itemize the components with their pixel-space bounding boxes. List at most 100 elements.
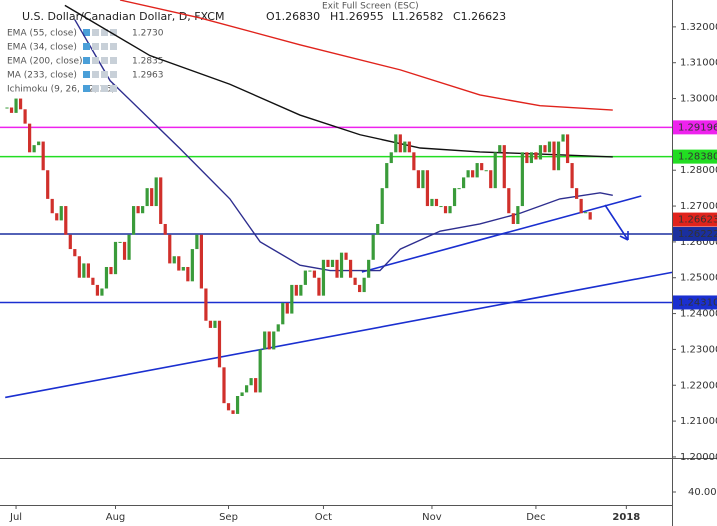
trendline (5, 271, 673, 399)
candle-body (471, 170, 475, 178)
candle-body (100, 288, 104, 296)
legend-icon (83, 71, 90, 78)
legend-label: EMA (200, close) (7, 57, 83, 67)
level-label-bg (673, 295, 717, 310)
candle-body (258, 349, 262, 393)
candle-body (552, 141, 556, 171)
candle-body (448, 206, 452, 214)
candle-body (520, 152, 524, 207)
candle-body (281, 302, 285, 325)
y-tick-label: 1.32000 (680, 22, 717, 33)
legend-icon (110, 29, 117, 36)
legend-value: 1.2730 (132, 29, 164, 39)
arrow (604, 204, 629, 241)
candle-body (154, 177, 158, 207)
candle-body (348, 259, 353, 278)
candle-body (425, 170, 430, 207)
x-tick-label: Nov (422, 512, 442, 523)
candle-body (588, 212, 592, 220)
level-label: 1.24310 (678, 297, 717, 308)
candle-body (480, 163, 484, 171)
candle-body (353, 277, 357, 285)
x-tick-label: 2018 (612, 512, 640, 523)
x-tick-label: Jul (9, 512, 22, 523)
y-tick-label: 1.27000 (680, 201, 717, 212)
legend-icon (101, 85, 108, 92)
legend-value: 1.2835 (132, 57, 164, 67)
y-tick-label: 1.21000 (680, 416, 717, 427)
candle-body (222, 367, 226, 404)
legend-icon (101, 29, 108, 36)
candle-body (294, 284, 298, 296)
candle-body (204, 288, 208, 321)
legend-icon (83, 43, 90, 50)
candle-body (122, 241, 127, 260)
legend-label: MA (233, close) (7, 71, 77, 81)
candle-body (104, 266, 109, 289)
candle-body (579, 198, 583, 214)
legend-icon (101, 57, 108, 64)
candle-body (339, 252, 344, 278)
candle-body (86, 263, 90, 278)
legend-icon (101, 43, 108, 50)
legend-icon (110, 43, 117, 50)
candle-body (199, 234, 203, 289)
legend-icon (83, 29, 90, 36)
candle-body (37, 141, 41, 146)
y-tick-label: 1.26000 (680, 237, 717, 248)
candle-body (272, 331, 276, 350)
candle-body (421, 170, 425, 189)
moving-average (119, 0, 613, 111)
candle-body (407, 141, 411, 153)
level-label-bg (673, 120, 717, 135)
candle-body (556, 141, 561, 171)
candle-body (317, 277, 321, 296)
candle-body (32, 145, 36, 153)
candle-body (529, 152, 534, 164)
candle-body (516, 206, 520, 224)
candle-body (525, 152, 529, 164)
candle-body (475, 163, 479, 178)
candle-body (385, 163, 389, 189)
candle-body (570, 163, 574, 189)
candle-body (245, 385, 249, 393)
legend-value: 1.2963 (132, 71, 164, 81)
candle-body (141, 206, 145, 214)
candle-body (172, 256, 176, 264)
candle-body (498, 145, 502, 153)
candle-body (434, 198, 439, 207)
y-tick-label: 1.31000 (680, 58, 717, 69)
candle-body (443, 206, 448, 214)
candle-body (335, 259, 339, 278)
candle-body (91, 277, 95, 285)
candle-body (299, 284, 303, 296)
candle-body (46, 170, 50, 199)
candle-body (231, 410, 235, 414)
candle-body (55, 213, 59, 221)
y-tick-label: 1.28000 (680, 165, 717, 176)
low-value: L1.26582 (392, 10, 444, 23)
last-price-bg (673, 212, 717, 227)
exit-fullscreen[interactable]: Exit Full Screen (ESC) (322, 2, 419, 12)
candle-body (95, 284, 100, 296)
legend-label: EMA (55, close) (7, 29, 77, 39)
candle-body (254, 378, 258, 393)
y-tick-label: 1.30000 (680, 94, 717, 105)
candle-body (14, 98, 18, 113)
candle-body (276, 324, 280, 332)
x-tick-label: Oct (315, 512, 332, 523)
candle-body (561, 134, 565, 142)
candle-body (9, 107, 14, 113)
candle-body (181, 266, 185, 271)
x-tick-label: Sep (219, 512, 238, 523)
high-value: H1.26955 (330, 10, 384, 23)
moving-average (74, 19, 613, 272)
candle-body (263, 331, 267, 350)
candle-body (493, 152, 497, 189)
candle-body (543, 145, 547, 153)
candle-body (303, 270, 307, 285)
candle-body (376, 223, 380, 235)
candle-body (489, 170, 493, 189)
candle-body (18, 98, 23, 110)
candle-body (5, 107, 9, 109)
